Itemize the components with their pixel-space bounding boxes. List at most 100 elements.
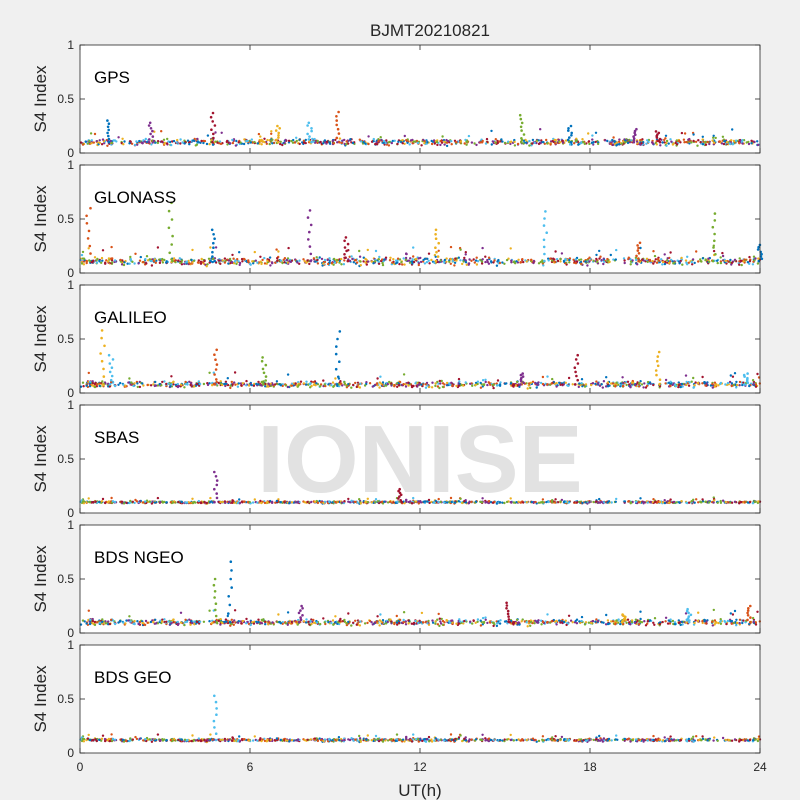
- data-point: [473, 261, 476, 264]
- data-point: [717, 384, 720, 387]
- data-point: [630, 139, 633, 142]
- data-point: [430, 258, 433, 262]
- data-point: [535, 383, 538, 386]
- data-point: [391, 501, 394, 504]
- data-point: [464, 381, 467, 384]
- data-point: [211, 384, 214, 387]
- data-point: [449, 383, 452, 386]
- data-point: [752, 380, 756, 384]
- data-point: [404, 383, 407, 386]
- data-point: [526, 387, 529, 390]
- data-point: [358, 138, 361, 141]
- spike-point: [275, 138, 278, 142]
- spike-point: [215, 496, 219, 500]
- data-point: [165, 620, 168, 623]
- data-point: [453, 264, 456, 267]
- data-point: [562, 141, 565, 144]
- data-point: [515, 501, 518, 504]
- data-point: [98, 384, 101, 388]
- spike-point: [576, 353, 579, 357]
- data-point: [695, 250, 698, 253]
- data-point: [340, 382, 343, 385]
- spike-point: [214, 358, 217, 362]
- data-point: [128, 142, 131, 145]
- data-point: [128, 262, 131, 265]
- data-point: [371, 385, 374, 388]
- data-point: [189, 623, 192, 626]
- data-point: [703, 382, 706, 385]
- data-point: [141, 382, 144, 385]
- data-point: [686, 501, 689, 505]
- spike-point: [214, 608, 217, 612]
- data-point: [352, 621, 355, 624]
- data-point: [217, 381, 220, 385]
- data-point: [331, 619, 335, 622]
- data-point: [509, 501, 512, 504]
- data-point: [518, 385, 521, 388]
- data-point: [620, 142, 624, 145]
- data-point: [730, 139, 733, 142]
- data-point: [648, 381, 652, 384]
- y-tick-label: 0.5: [57, 212, 74, 226]
- data-point: [276, 257, 279, 260]
- data-point: [238, 261, 242, 265]
- data-point: [537, 501, 541, 504]
- data-point: [658, 500, 662, 504]
- data-point: [250, 383, 253, 387]
- spike-point: [338, 360, 341, 364]
- data-point: [449, 262, 452, 265]
- data-point: [379, 613, 382, 616]
- data-point: [189, 383, 192, 387]
- spike-point: [658, 378, 662, 382]
- data-point: [430, 386, 434, 389]
- data-point: [91, 619, 95, 623]
- data-point: [229, 142, 232, 145]
- data-point: [475, 263, 479, 266]
- spike-point: [757, 245, 760, 249]
- data-point: [509, 382, 513, 385]
- data-point: [231, 141, 235, 145]
- data-point: [150, 502, 154, 505]
- spike-point: [147, 124, 151, 127]
- data-point: [658, 622, 662, 626]
- data-point: [613, 140, 617, 143]
- data-point: [535, 386, 538, 389]
- data-point: [137, 622, 140, 626]
- data-point: [459, 259, 462, 262]
- data-point: [486, 383, 489, 387]
- data-point: [95, 140, 98, 143]
- data-point: [295, 384, 298, 387]
- data-point: [459, 248, 462, 251]
- data-point: [206, 263, 209, 266]
- data-point: [149, 620, 153, 624]
- data-point: [733, 500, 737, 503]
- spike-point: [636, 249, 640, 252]
- data-point: [731, 128, 734, 131]
- data-point: [610, 501, 613, 504]
- data-point: [98, 382, 101, 385]
- data-point: [558, 381, 561, 384]
- spike-point: [309, 252, 313, 256]
- spike-point: [398, 487, 402, 491]
- data-point: [328, 142, 332, 145]
- data-point: [124, 384, 127, 387]
- data-point: [284, 384, 288, 387]
- data-point: [298, 262, 301, 265]
- data-point: [626, 618, 630, 621]
- data-point: [683, 132, 687, 135]
- data-point: [684, 374, 688, 377]
- data-point: [451, 384, 454, 387]
- data-point: [165, 382, 168, 386]
- data-point: [180, 259, 184, 262]
- data-point: [578, 382, 581, 385]
- data-point: [186, 139, 190, 142]
- data-point: [690, 500, 693, 503]
- data-point: [131, 260, 134, 263]
- data-point: [751, 379, 755, 382]
- data-point: [211, 143, 215, 146]
- data-point: [639, 380, 642, 383]
- spike-point: [519, 383, 522, 386]
- data-point: [501, 501, 504, 504]
- data-point: [372, 262, 375, 265]
- data-point: [385, 139, 388, 142]
